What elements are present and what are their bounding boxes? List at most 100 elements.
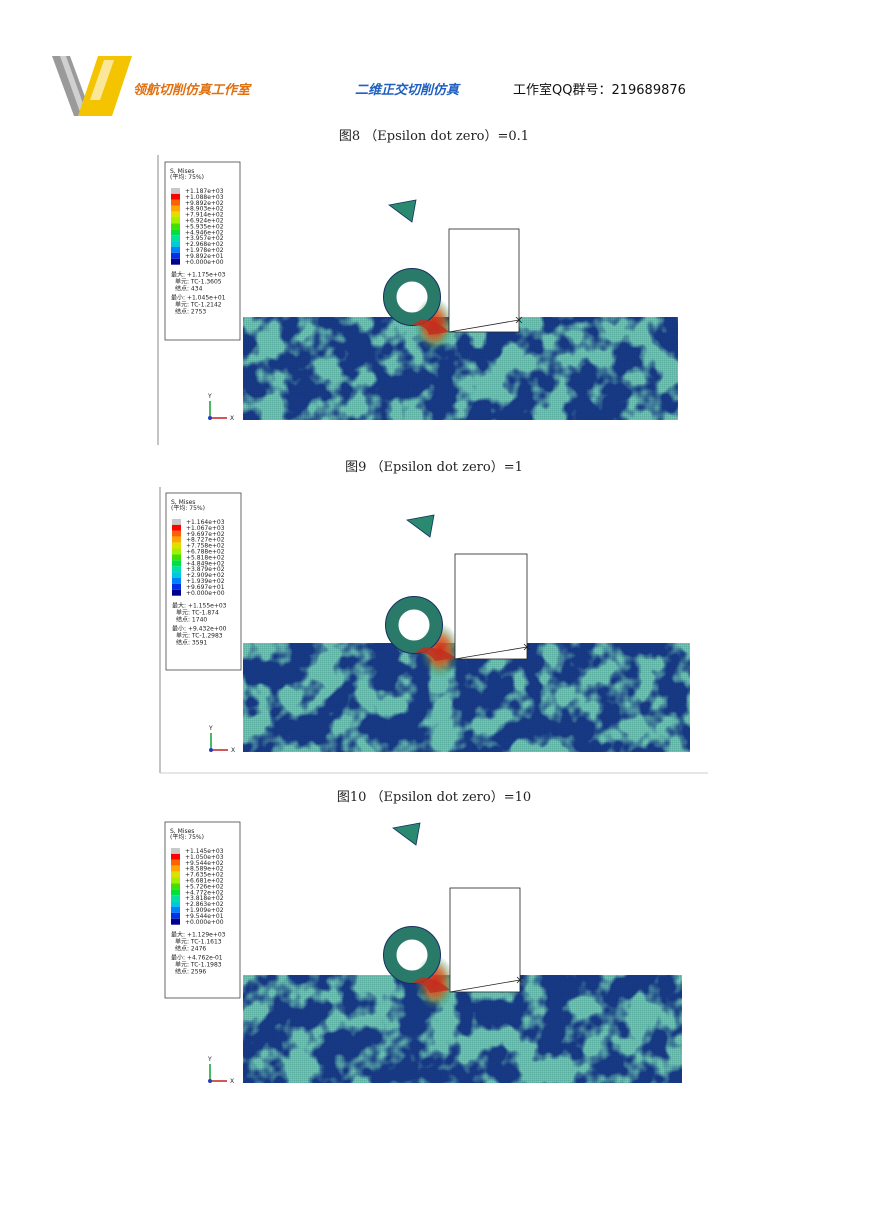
- figure-caption: 图8 （Epsilon dot zero）=0.1: [339, 129, 529, 144]
- legend-level: +4.772e+02: [185, 889, 224, 896]
- legend-level: +9.697e+02: [186, 531, 225, 538]
- legend-swatch: [171, 217, 180, 224]
- legend-level: +1.067e+03: [186, 525, 225, 532]
- legend-level: +5.726e+02: [185, 883, 224, 890]
- legend-swatch: [172, 554, 181, 561]
- axis-y-label: Y: [207, 1056, 212, 1063]
- legend-level: +1.050e+03: [185, 854, 224, 861]
- legend-level: +1.909e+02: [185, 907, 224, 914]
- min-info: 最小: +4.762e-01: [171, 954, 223, 962]
- tool: [448, 228, 520, 333]
- min-info: 结点: 2753: [175, 308, 206, 316]
- legend-level: +9.892e+02: [185, 200, 224, 207]
- legend-swatch: [171, 853, 180, 860]
- legend-level: +8.903e+02: [185, 206, 224, 213]
- min-info: 单元: TC-1.1983: [175, 961, 222, 969]
- tool: [449, 887, 521, 993]
- mesh: [243, 317, 678, 420]
- tool-tip: [523, 643, 531, 651]
- legend-level: +3.957e+02: [185, 235, 224, 242]
- legend-level: +0.000e+00: [186, 590, 225, 597]
- legend-title: S, Mises: [170, 168, 194, 175]
- tool-edge: [454, 646, 528, 660]
- chip: [383, 926, 441, 984]
- max-info: 单元: TC-1.1613: [175, 938, 222, 946]
- legend-level: +4.849e+02: [186, 560, 225, 567]
- legend-swatch: [171, 193, 180, 200]
- legend-level: +7.914e+02: [185, 212, 224, 219]
- legend-swatch: [172, 572, 181, 578]
- max-info: 最大: +1.129e+03: [171, 931, 226, 939]
- legend-swatch: [171, 199, 180, 206]
- legend-swatch: [171, 247, 180, 253]
- max-info: 结点: 2476: [175, 945, 206, 953]
- legend-level: +9.544e+01: [185, 913, 224, 920]
- chip-fragment: [388, 199, 417, 223]
- legend-level: +8.727e+02: [186, 537, 225, 544]
- tool-edge: [448, 319, 520, 333]
- logo: [52, 56, 132, 116]
- tool-tip: [516, 976, 524, 984]
- chip-edge: [385, 596, 443, 654]
- legend-swatch: [171, 205, 180, 212]
- legend-level: +9.697e+01: [186, 584, 225, 591]
- legend-level: +2.909e+02: [186, 572, 225, 579]
- legend-swatch: [171, 258, 180, 265]
- legend-swatch: [171, 871, 180, 878]
- mesh: [243, 643, 690, 752]
- subject: 二维正交切削仿真: [355, 82, 461, 98]
- legend-level: +1.164e+03: [186, 519, 225, 526]
- legend-swatch: [171, 907, 180, 913]
- legend-swatch: [171, 211, 180, 218]
- max-info: 结点: 434: [175, 285, 203, 293]
- chip-fragment: [392, 822, 421, 846]
- max-info: 单元: TC-1.874: [176, 609, 219, 617]
- legend-swatch: [171, 848, 180, 854]
- legend-swatch: [171, 901, 180, 907]
- legend-swatch: [171, 241, 180, 247]
- legend-level: +8.589e+02: [185, 866, 224, 873]
- chip: [385, 596, 443, 654]
- axis-x-label: X: [231, 747, 235, 754]
- chip-edge: [383, 268, 441, 326]
- legend-swatch: [172, 524, 181, 531]
- legend-swatch: [172, 578, 181, 584]
- legend-swatch: [172, 566, 181, 573]
- min-info: 结点: 3591: [176, 639, 207, 647]
- max-info: 最大: +1.175e+03: [171, 271, 226, 279]
- legend-level: +5.818e+02: [186, 554, 225, 561]
- min-info: 最小: +9.432e+00: [172, 625, 227, 633]
- min-info: 最小: +1.045e+01: [171, 294, 226, 302]
- axis-x-label: X: [230, 415, 234, 422]
- legend-level: +2.968e+02: [185, 241, 224, 248]
- chip-root: [414, 647, 455, 661]
- legend-level: +1.978e+02: [185, 247, 224, 254]
- legend-swatch: [171, 895, 180, 902]
- figure-caption: 图9 （Epsilon dot zero）=1: [345, 460, 523, 475]
- legend-title: S, Mises: [171, 499, 195, 506]
- legend-level: +1.939e+02: [186, 578, 225, 585]
- legend-level: +9.544e+02: [185, 860, 224, 867]
- max-info: 最大: +1.155e+03: [172, 602, 227, 610]
- legend-swatch: [171, 918, 180, 925]
- legend-level: +6.924e+02: [185, 218, 224, 225]
- legend-level: +3.879e+02: [186, 566, 225, 573]
- legend-swatch: [172, 530, 181, 537]
- legend-swatch: [172, 519, 181, 525]
- legend-swatch: [171, 865, 180, 872]
- legend-level: +3.818e+02: [185, 895, 224, 902]
- legend-level: +7.758e+02: [186, 543, 225, 550]
- triad-origin: [208, 416, 212, 420]
- min-info: 结点: 2596: [175, 968, 206, 976]
- chip-root: [412, 319, 449, 335]
- legend-avg: (平均: 75%): [170, 173, 204, 181]
- qq-group: 工作室QQ群号：219689876: [513, 82, 686, 98]
- legend-swatch: [171, 889, 180, 896]
- axis-y-label: Y: [207, 393, 212, 400]
- chip-edge: [383, 926, 441, 984]
- legend-level: +1.088e+03: [185, 194, 224, 201]
- legend-level: +2.863e+02: [185, 901, 224, 908]
- chip-root: [412, 977, 450, 993]
- legend-level: +4.946e+02: [185, 229, 224, 236]
- max-info: 结点: 1740: [176, 616, 207, 624]
